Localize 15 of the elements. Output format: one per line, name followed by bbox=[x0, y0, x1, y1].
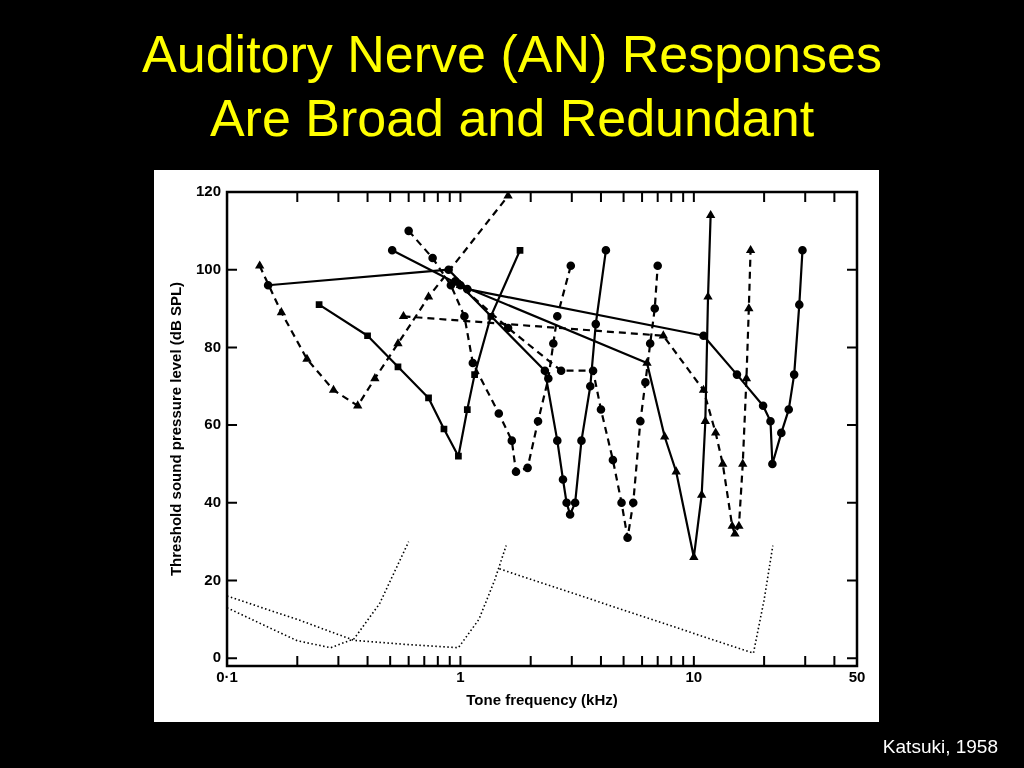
text: Katsuki, 1958 bbox=[882, 736, 998, 758]
x-tick-label: 0·1 bbox=[216, 668, 238, 686]
y-tick-label: 0 bbox=[212, 648, 222, 666]
y-tick-label: 40 bbox=[204, 492, 222, 510]
y-tick-label: 120 bbox=[196, 182, 222, 200]
y-axis-title: Threshold sound pressure level (dB SPL) bbox=[167, 281, 185, 577]
y-tick-label: 100 bbox=[196, 259, 222, 277]
y-tick-label: 60 bbox=[204, 415, 222, 433]
y-tick-label: 20 bbox=[204, 570, 222, 588]
y-tick-label: 80 bbox=[204, 337, 222, 355]
x-tick-label: 10 bbox=[685, 668, 703, 686]
chart-title: Auditory Nerve (AN) Responses Are Broad and Redundant bbox=[141, 24, 883, 149]
x-tick-label: 50 bbox=[848, 668, 866, 686]
x-tick-label: 1 bbox=[456, 668, 465, 686]
x-axis-title: Tone frequency (kHz) bbox=[466, 691, 618, 709]
